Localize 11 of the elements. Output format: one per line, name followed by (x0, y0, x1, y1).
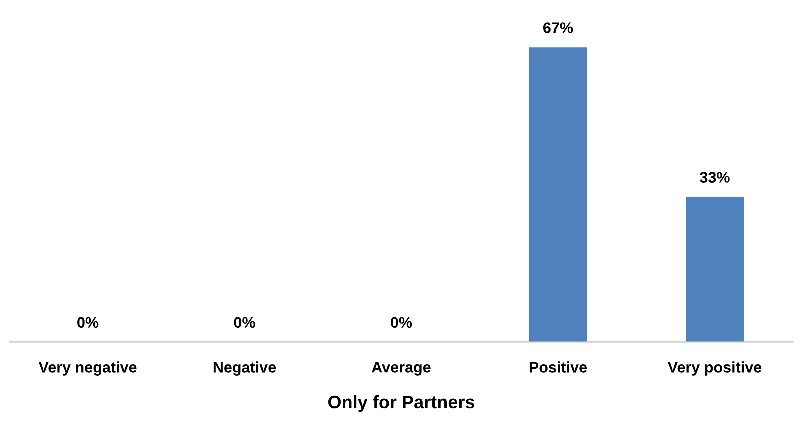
x-axis-title: Only for Partners (328, 395, 475, 412)
x-tick-label: Average (372, 362, 431, 376)
x-tick-label: Very positive (668, 362, 762, 376)
data-label: 0% (391, 317, 412, 328)
data-label: 33% (700, 172, 730, 183)
x-tick-label: Negative (214, 362, 276, 376)
data-label: 0% (78, 317, 99, 328)
data-label: 0% (234, 317, 256, 328)
x-tick-label: Very negative (38, 362, 137, 376)
x-tick-label: Positive (530, 362, 588, 373)
data-label: 67% (544, 22, 574, 34)
